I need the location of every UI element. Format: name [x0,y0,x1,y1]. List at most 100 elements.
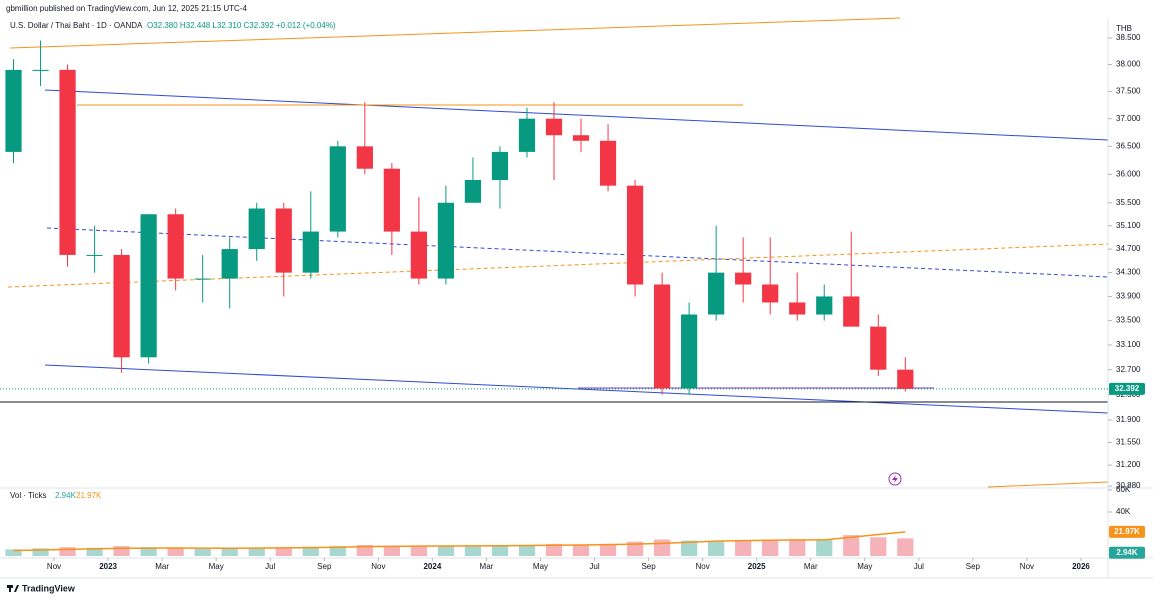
volume-bar [86,547,103,556]
event-icon-bolt [892,475,898,483]
volume-bar [221,548,238,556]
y-tick-label: 31.900 [1116,415,1141,424]
x-tick-label: Sep [317,562,332,571]
volume-current-badge [1109,546,1145,559]
x-tick-label: Sep [641,562,656,571]
x-tick-label: Jul [914,562,924,571]
volume-bar [302,546,319,556]
y-tick-label: 33.500 [1116,316,1141,325]
candle-body [545,118,563,136]
x-tick-label: Sep [966,562,981,571]
candle-body [275,208,292,273]
volume-title: Vol · Ticks [10,491,46,500]
volume-bar [59,547,76,556]
volume-bar [167,548,184,556]
volume-bar [735,540,752,556]
logo-mark [7,585,19,592]
candle-body [302,231,319,273]
y-tick-label: 35.500 [1116,198,1141,207]
volume-bar [491,545,509,556]
volume-bar [383,545,400,556]
candle-body [681,314,698,389]
candle-body [735,272,752,285]
y-tick-label: 35.100 [1116,221,1141,230]
volume-bar [626,541,644,556]
y-tick-label: 34.700 [1116,244,1141,253]
trend-line [987,481,1109,488]
candle-body [5,69,22,152]
x-tick-label: May [533,562,548,571]
candle-body [86,254,103,256]
candle-body [870,326,887,370]
y-tick-label: 33.900 [1116,292,1141,301]
volume-bar [356,544,373,556]
y-tick-label: 31.200 [1116,460,1141,469]
volume-bar [248,547,265,556]
volume-current-label: 2.94K [1116,548,1138,557]
candle-body [518,118,536,152]
x-tick-label: Mar [155,562,169,571]
x-tick-label: 2023 [99,562,117,571]
y-tick-label: 37.500 [1116,87,1141,96]
y-tick-label: 38.000 [1116,60,1141,69]
volume-bar [275,547,292,556]
x-tick-label: Jul [589,562,599,571]
candle-body [221,249,238,279]
volume-bar [843,535,860,556]
volume-bar [789,540,806,556]
candle-body [140,214,157,358]
trend-line [44,89,1109,141]
volume-bar [329,546,346,556]
y-tick-label: 38.500 [1116,33,1141,42]
volume-bar [5,549,22,556]
x-tick-label: Nov [371,562,385,571]
candle-body [897,369,914,389]
y-tick-label: 30.880 [1116,481,1141,490]
x-tick-label: Mar [804,562,818,571]
x-tick-label: Nov [696,562,710,571]
last-price-badge [1109,382,1145,395]
volume-value: 2.94K [55,491,77,500]
volume-bar [681,540,698,556]
trend-line [46,227,1109,278]
candle-body [356,146,373,169]
volume-bar [708,541,725,556]
ohlc: O32.380 H32.448 L32.310 C32.392 +0.012 (… [147,21,336,30]
volume-bar [870,537,887,556]
candle-body [762,284,779,303]
volume-bar [464,546,482,556]
volume-y-tick-label: 60K [1116,485,1131,494]
y-tick-label: 31.550 [1116,438,1141,447]
candle-body [410,231,427,279]
x-tick-label: May [209,562,224,571]
brand: TradingView [22,583,76,593]
candle-body [843,296,860,327]
candle-body [59,69,76,255]
x-tick-label: 2025 [748,562,766,571]
y-tick-label: 34.300 [1116,268,1141,277]
trend-line [9,17,901,49]
logo: TradingView [7,583,76,593]
candle-body [599,140,617,186]
candle-body [113,254,130,358]
y-tick-label: 37.000 [1116,114,1141,123]
volume-bar [816,539,833,556]
volume-bar [32,548,49,556]
x-tick-label: May [857,562,872,571]
candle-body [32,69,49,71]
drawings [0,17,1109,488]
volume-bar [572,544,590,556]
volume-bar [140,547,157,556]
volume-ma-line [13,531,906,552]
candle-body [816,296,833,315]
volume-bar [194,548,211,556]
candle-body [464,180,482,203]
x-tick-label: Nov [1020,562,1034,571]
candle-body [708,272,725,315]
y-tick-label: 36.000 [1116,169,1141,178]
volume-bar [762,539,779,556]
x-tick-label: Nov [47,562,61,571]
candle-body [572,135,590,141]
x-tick-label: Mar [480,562,494,571]
volume-bar [897,538,914,556]
